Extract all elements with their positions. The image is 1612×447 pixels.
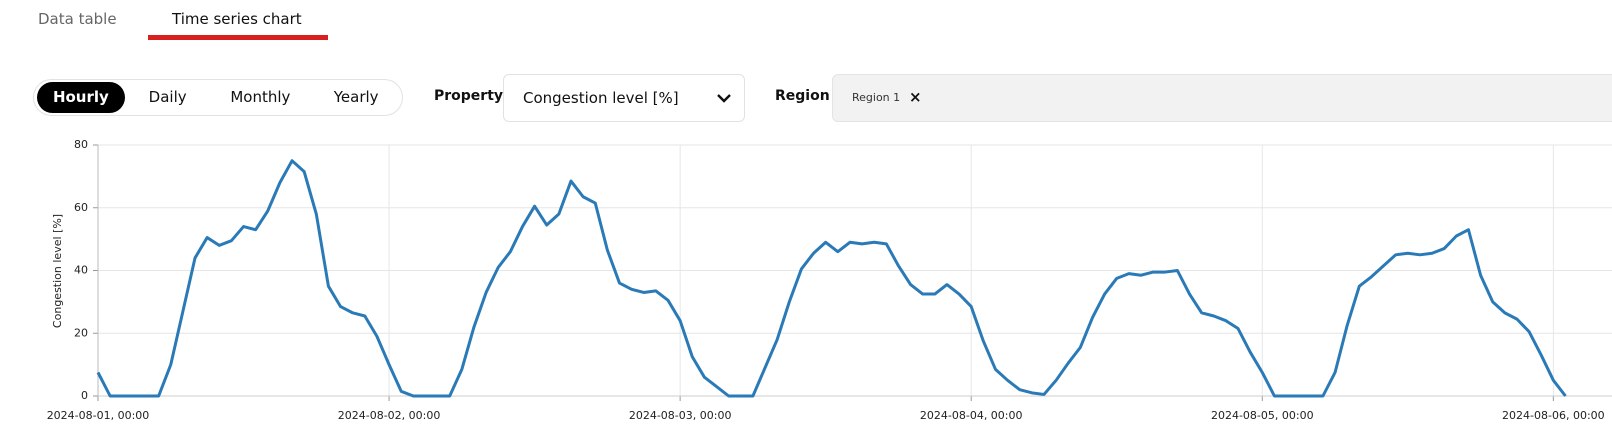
y-axis-label: Congestion level [%]	[51, 214, 64, 328]
period-selector: Hourly Daily Monthly Yearly	[33, 79, 403, 116]
x-tick-label: 2024-08-06, 00:00	[1502, 409, 1605, 422]
y-tick-label: 40	[74, 264, 88, 277]
y-tick-label: 80	[74, 138, 88, 151]
tab-underline	[148, 35, 328, 40]
x-tick-label: 2024-08-02, 00:00	[338, 409, 441, 422]
region-label: Region	[775, 88, 830, 104]
y-tick-label: 0	[81, 389, 88, 402]
region-select[interactable]: Region 1 ×	[832, 74, 1612, 122]
data-line	[96, 159, 1567, 398]
period-option[interactable]: Monthly	[230, 88, 291, 106]
chart: Congestion level [%] 0 20 40 60 80 2024-08-01…	[47, 138, 1612, 422]
tab[interactable]: Data table	[38, 10, 117, 28]
chevron-icon	[717, 94, 731, 103]
period-option[interactable]: Daily	[148, 88, 187, 106]
period-option[interactable]: Hourly	[37, 82, 125, 113]
x-tick-label: 2024-08-03, 00:00	[629, 409, 732, 422]
y-tick-label: 60	[74, 201, 88, 214]
remove-region[interactable]: ×	[909, 88, 922, 106]
property-label: Property	[434, 88, 504, 104]
property-dropdown[interactable]: Congestion level [%]	[503, 74, 745, 122]
x-tick-label: 2024-08-05, 00:00	[1211, 409, 1314, 422]
tab[interactable]: Time series chart	[172, 10, 302, 28]
x-tick-label: 2024-08-01, 00:00	[47, 409, 150, 422]
y-tick-label: 20	[74, 326, 88, 339]
region-chip: Region 1	[852, 91, 901, 104]
x-tick-label: 2024-08-04, 00:00	[920, 409, 1023, 422]
property-value: Congestion level [%]	[523, 89, 679, 107]
period-option[interactable]: Yearly	[333, 88, 379, 106]
